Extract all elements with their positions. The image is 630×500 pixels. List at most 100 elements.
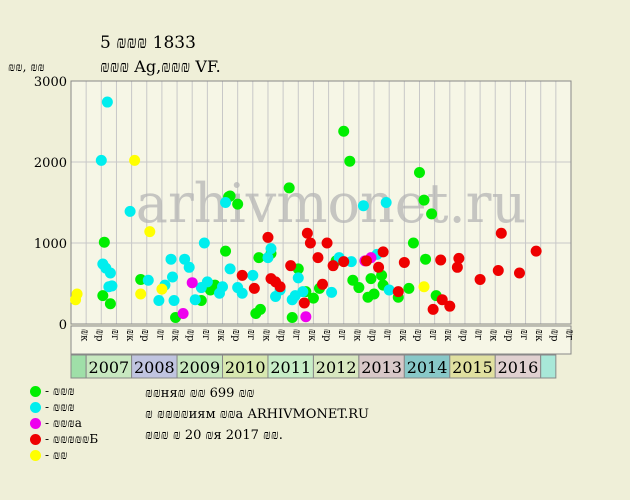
data-point	[95, 154, 107, 166]
y-axis-label: ₪₪, ₪₪	[8, 60, 45, 74]
y-tick-label: 3000	[34, 75, 67, 90]
legend-dot	[30, 401, 41, 413]
footer-notes: ₪₪ня₪ ₪₪ 699 ₪₪ ₪ ₪₪₪₪иям ₪₪a ARHIVMONET…	[145, 383, 369, 446]
x-slot-label: ₪к	[306, 329, 317, 342]
data-point	[492, 265, 504, 277]
footer-line-count: ₪₪ня₪ ₪₪ 699 ₪₪	[145, 386, 255, 401]
data-point	[357, 200, 369, 212]
x-slot-label: ₪к	[442, 329, 453, 342]
chart-title: 5 ₪₪₪ 1833	[100, 33, 196, 53]
legend-item: - ₪₪₪a	[30, 415, 98, 431]
data-point	[98, 236, 110, 248]
x-slot-label: ₪к	[351, 329, 362, 342]
data-point	[304, 237, 316, 249]
year-label: 2010	[225, 358, 266, 377]
x-slot-label: ₪г	[109, 329, 120, 340]
data-point	[262, 252, 274, 264]
data-point	[236, 269, 248, 281]
data-point	[286, 312, 298, 324]
data-point	[338, 125, 350, 137]
data-point	[360, 255, 372, 267]
data-point	[101, 96, 113, 108]
x-slot-label: ₪г	[382, 329, 393, 340]
legend-dot	[30, 385, 41, 397]
data-point	[300, 311, 312, 323]
x-slot-label: ₪к	[260, 329, 271, 342]
x-slot-label: ₪к	[397, 329, 408, 342]
legend-label: - ₪₪	[45, 448, 68, 462]
data-point	[247, 269, 259, 281]
x-slot-label: ₪г	[336, 329, 347, 340]
data-point	[453, 252, 465, 264]
data-point	[297, 286, 309, 298]
data-point	[217, 281, 229, 293]
data-point	[321, 237, 333, 249]
data-point	[307, 292, 319, 304]
data-point	[198, 237, 210, 249]
data-point	[142, 274, 154, 286]
year-label: 2009	[179, 358, 220, 377]
data-point	[167, 271, 179, 283]
data-point	[248, 282, 260, 294]
data-point	[513, 267, 525, 279]
data-point	[254, 303, 266, 315]
data-point	[420, 253, 432, 265]
legend-label: - ₪₪₪₪₪Б	[45, 432, 99, 446]
data-point	[327, 260, 339, 272]
x-slot-label: ₪р	[139, 329, 150, 341]
data-point	[135, 288, 147, 300]
data-point	[285, 260, 297, 272]
data-point	[317, 278, 329, 290]
data-point	[104, 298, 116, 310]
slot-label-band	[70, 325, 572, 355]
data-point	[71, 288, 83, 300]
data-point	[165, 253, 177, 265]
legend-item: - ₪₪₪	[30, 399, 98, 415]
data-point	[104, 267, 116, 279]
data-point	[344, 155, 356, 167]
data-point	[144, 226, 156, 238]
data-point	[413, 167, 425, 179]
data-point	[262, 231, 274, 243]
data-point	[365, 273, 377, 285]
year-label: 2007	[89, 358, 130, 377]
data-point	[353, 282, 365, 294]
x-slot-label: ₪р	[276, 329, 287, 341]
x-slot-label: ₪г	[427, 329, 438, 340]
x-slot-label: ₪р	[230, 329, 241, 341]
data-point	[153, 295, 165, 307]
y-tick-label: 0	[59, 318, 67, 333]
data-point	[380, 197, 392, 208]
data-point	[220, 197, 232, 208]
data-point	[377, 246, 389, 258]
x-slot-label: ₪г	[245, 329, 256, 340]
x-slot-label: ₪г	[473, 329, 484, 340]
data-point	[301, 227, 313, 239]
x-slot-label: ₪к	[124, 329, 135, 342]
data-point	[326, 286, 338, 298]
year-label: 2008	[134, 358, 175, 377]
x-slot-label: ₪р	[94, 329, 105, 341]
data-point	[474, 273, 486, 285]
chart-subtitle: ₪₪₪ Ag,₪₪₪ VF.	[100, 57, 221, 76]
data-point	[530, 245, 542, 257]
year-band	[70, 354, 87, 379]
data-point	[368, 288, 380, 300]
data-point	[495, 227, 507, 239]
data-point	[418, 194, 430, 206]
legend-label: - ₪₪₪	[45, 400, 75, 414]
data-point	[436, 294, 448, 306]
data-point	[435, 254, 447, 266]
y-tick-label: 2000	[34, 156, 67, 171]
data-point	[97, 290, 109, 302]
data-point	[168, 295, 180, 307]
legend-item: - ₪₪₪	[30, 383, 98, 399]
legend-dot	[30, 433, 41, 445]
data-point	[298, 297, 310, 309]
legend-label: - ₪₪₪a	[45, 416, 82, 430]
x-slot-label: ₪р	[185, 329, 196, 341]
data-point	[383, 284, 395, 296]
data-point	[312, 252, 324, 264]
year-label: 2013	[361, 358, 402, 377]
